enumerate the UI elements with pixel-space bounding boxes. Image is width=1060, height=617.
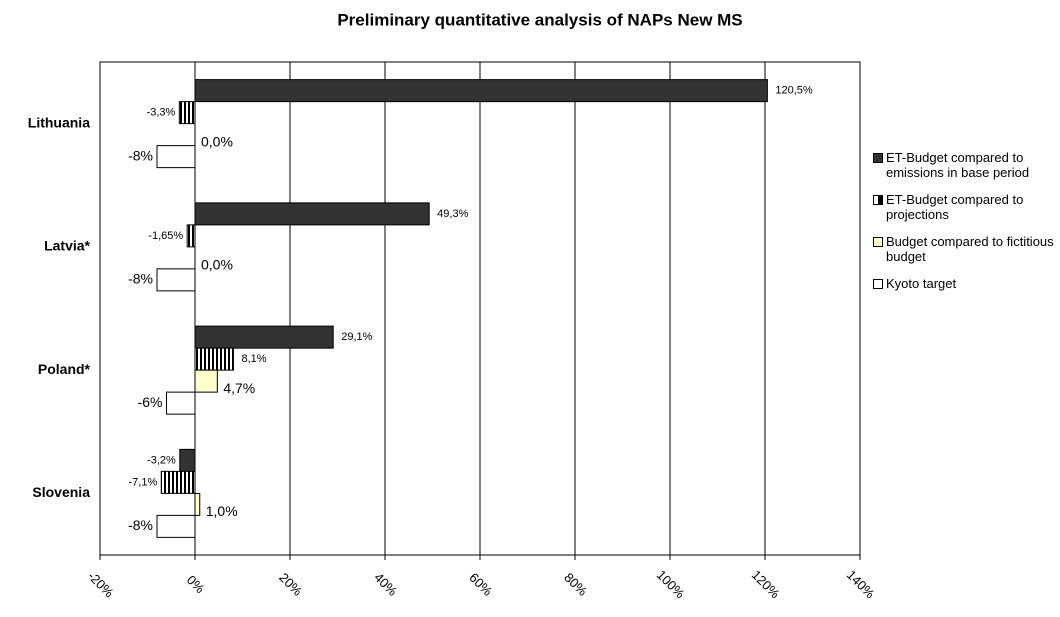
- legend-entry: Budget compared to fictitious budget: [873, 234, 1058, 264]
- bar: [194, 369, 218, 393]
- category-label: Slovenia: [32, 484, 90, 500]
- x-tick-label: 100%: [654, 567, 688, 601]
- legend-swatch: [873, 237, 883, 247]
- data-label: -8%: [128, 147, 153, 163]
- bar: [186, 224, 196, 248]
- legend-entry: Kyoto target: [873, 276, 1058, 291]
- data-label: -8%: [128, 271, 153, 287]
- bar: [178, 101, 196, 125]
- data-label: 49,3%: [437, 208, 468, 220]
- data-label: 8,1%: [241, 353, 266, 365]
- bar: [156, 514, 196, 538]
- bar: [156, 145, 196, 169]
- category-label: Poland*: [38, 361, 91, 377]
- legend-swatch: [873, 153, 883, 163]
- legend-label: ET-Budget compared to emissions in base …: [886, 150, 1030, 180]
- bar: [166, 391, 196, 415]
- legend-label: ET-Budget compared to projections: [886, 192, 1024, 222]
- legend-swatch: [873, 195, 883, 205]
- data-label: -6%: [138, 394, 163, 410]
- bar: [194, 325, 334, 349]
- x-tick-label: 0%: [184, 572, 208, 596]
- legend: ET-Budget compared to emissions in base …: [873, 150, 1058, 303]
- data-label: 0,0%: [201, 257, 233, 273]
- chart-title: Preliminary quantitative analysis of NAP…: [337, 10, 742, 29]
- data-label: 29,1%: [341, 331, 372, 343]
- data-label: -8%: [128, 517, 153, 533]
- data-label: 0,0%: [201, 133, 233, 149]
- data-label: -1,65%: [148, 230, 183, 242]
- bar: [194, 202, 430, 226]
- x-tick-label: 20%: [276, 570, 305, 599]
- x-tick-label: 140%: [844, 567, 878, 601]
- data-label: 4,7%: [223, 380, 255, 396]
- x-tick-label: 40%: [371, 570, 400, 599]
- bar: [194, 79, 768, 103]
- bar: [194, 492, 201, 516]
- legend-entry: ET-Budget compared to projections: [873, 192, 1058, 222]
- legend-swatch: [873, 279, 883, 289]
- category-label: Lithuania: [28, 114, 90, 130]
- x-tick-label: 80%: [561, 570, 590, 599]
- category-label: Latvia*: [44, 238, 90, 254]
- bar: [179, 448, 196, 472]
- data-label: -3,3%: [147, 107, 176, 119]
- x-tick-label: 120%: [749, 567, 783, 601]
- bar: [160, 470, 196, 494]
- bar: [194, 347, 234, 371]
- legend-label: Kyoto target: [886, 276, 957, 291]
- data-label: 1,0%: [206, 503, 238, 519]
- legend-entry: ET-Budget compared to emissions in base …: [873, 150, 1058, 180]
- x-tick-label: 60%: [466, 570, 495, 599]
- data-label: -7,1%: [129, 476, 158, 488]
- legend-label: Budget compared to fictitious budget: [886, 234, 1054, 264]
- data-label: -3,2%: [147, 454, 176, 466]
- x-tick-label: -20%: [85, 568, 117, 600]
- data-label: 120,5%: [775, 85, 813, 97]
- bar: [156, 268, 196, 292]
